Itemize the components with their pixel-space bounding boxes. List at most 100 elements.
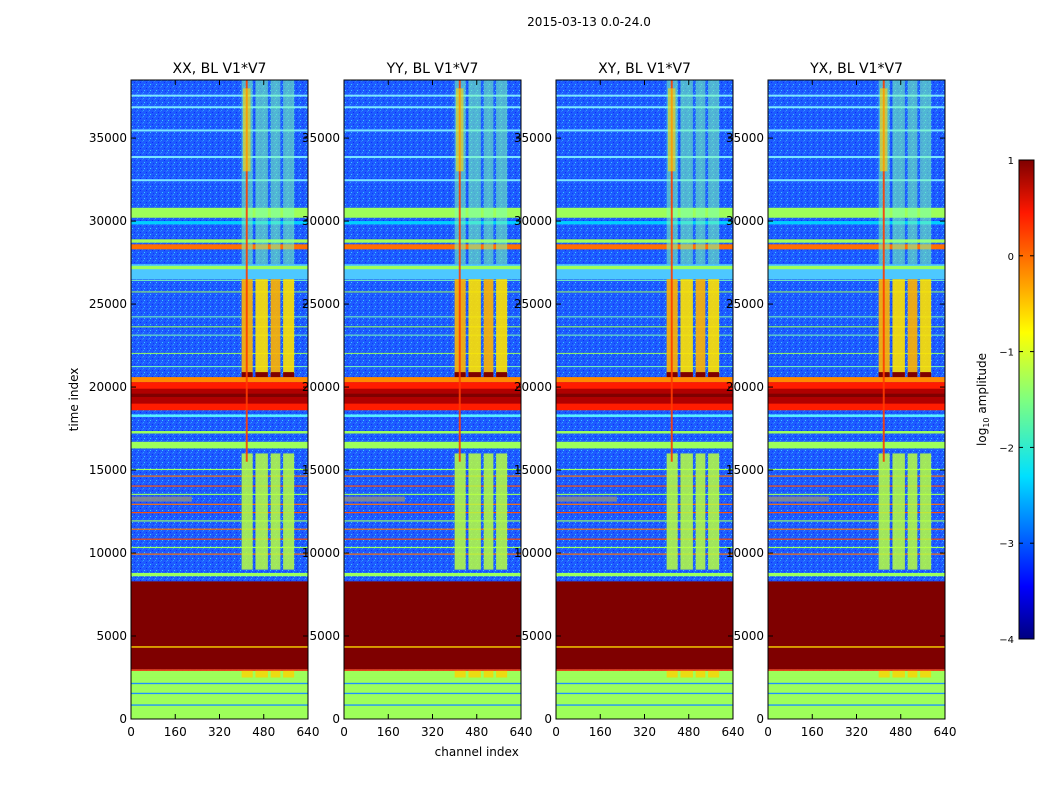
heatmap-band (131, 106, 308, 109)
heatmap-band (131, 431, 308, 434)
heatmap-band (283, 453, 295, 570)
heatmap-band (483, 279, 494, 378)
heatmap-band (131, 503, 308, 505)
heatmap-band (708, 80, 720, 265)
x-tick-label: 0 (127, 725, 135, 739)
heatmap-band (131, 704, 308, 706)
heatmap-band (344, 239, 521, 243)
heatmap-band (556, 179, 733, 182)
heatmap-band (344, 475, 521, 477)
heatmap-band (768, 279, 945, 281)
heatmap-band (496, 453, 508, 570)
heatmap-band (131, 352, 308, 354)
heatmap-band (708, 670, 720, 678)
heatmap-band (255, 80, 268, 265)
heatmap-band (556, 485, 733, 487)
heatmap-band (483, 670, 494, 678)
heatmap-band (920, 80, 932, 265)
heatmap-band (556, 704, 733, 706)
heatmap-band (666, 670, 678, 678)
heatmap-band (131, 377, 308, 383)
heatmap-band (768, 682, 945, 685)
heatmap-band (680, 372, 693, 378)
x-tick-label: 640 (934, 725, 957, 739)
x-tick-label: 640 (510, 725, 533, 739)
heatmap-band (468, 80, 481, 265)
heatmap-band (907, 80, 918, 265)
heatmap-band (556, 431, 733, 434)
heatmap-band (344, 244, 521, 250)
heatmap-band (344, 572, 521, 577)
y-tick-label: 30000 (89, 214, 127, 228)
y-tick-label: 20000 (89, 380, 127, 394)
colorbar-tick-label: −1 (999, 348, 1014, 359)
heatmap-band (468, 372, 481, 378)
heatmap-band (344, 682, 521, 685)
heatmap-band (556, 207, 733, 218)
heatmap-band (131, 279, 308, 281)
heatmap-band (768, 377, 945, 383)
heatmap-band (708, 372, 720, 378)
y-tick-label: 0 (756, 712, 764, 726)
heatmap-band (882, 80, 885, 462)
heatmap-band (131, 221, 308, 225)
heatmap-band (344, 581, 521, 670)
y-tick-label: 15000 (89, 463, 127, 477)
colorbar-gradient (1018, 159, 1035, 640)
heatmap-band (344, 669, 521, 671)
heatmap-band (768, 366, 945, 368)
heatmap-band (768, 316, 945, 318)
heatmap-band (556, 334, 733, 336)
x-tick-label: 480 (465, 725, 488, 739)
heatmap-band (270, 372, 281, 378)
y-tick-label: 35000 (89, 131, 127, 145)
heatmap-band (768, 677, 945, 719)
x-tick-label: 480 (889, 725, 912, 739)
heatmap-band (892, 372, 905, 378)
heatmap-band (556, 239, 733, 243)
colorbar-tick-label: −4 (999, 635, 1014, 646)
heatmap-band (243, 88, 251, 172)
heatmap-band (344, 366, 521, 368)
heatmap-band (454, 670, 466, 678)
heatmap-band (556, 221, 733, 225)
heatmap-band (768, 129, 945, 132)
heatmap-band (556, 94, 733, 97)
heatmap-band (456, 88, 464, 172)
heatmap-band (768, 244, 945, 250)
heatmap-band (483, 372, 494, 378)
colorbar-tick-label: 0 (1008, 252, 1014, 263)
heatmap-band (344, 503, 521, 505)
heatmap-band (556, 279, 733, 281)
heatmap-band (878, 670, 890, 678)
heatmap-band (892, 670, 905, 678)
heatmap-band (255, 670, 268, 678)
heatmap-band (344, 546, 521, 549)
heatmap-band (920, 453, 932, 570)
heatmap-band (344, 106, 521, 109)
heatmap-band (556, 326, 733, 328)
heatmap-band (344, 156, 521, 159)
heatmap-image (768, 80, 945, 719)
heatmap-band (670, 80, 673, 462)
x-tick-label: 320 (845, 725, 868, 739)
heatmap-band (907, 372, 918, 378)
heatmap-band (920, 372, 932, 378)
heatmap-band (241, 453, 253, 570)
heatmap-band (344, 326, 521, 328)
x-tick-label: 0 (552, 725, 560, 739)
heatmap-band (344, 221, 521, 225)
heatmap-band (666, 453, 678, 570)
y-tick-label: 25000 (302, 297, 340, 311)
heatmap-band (270, 279, 281, 378)
heatmap-band (768, 646, 945, 648)
heatmap-band (131, 468, 308, 471)
y-tick-label: 30000 (514, 214, 552, 228)
heatmap-band (131, 546, 308, 549)
colorbar-tick-label: −2 (999, 443, 1014, 454)
heatmap-band (344, 393, 521, 398)
panel-2: YY, BL V1*V7 0 160 320 480 640 0 5000 10000 15000… (302, 61, 533, 759)
heatmap-band (920, 670, 932, 678)
heatmap-band (283, 670, 295, 678)
heatmap-band (131, 265, 308, 270)
